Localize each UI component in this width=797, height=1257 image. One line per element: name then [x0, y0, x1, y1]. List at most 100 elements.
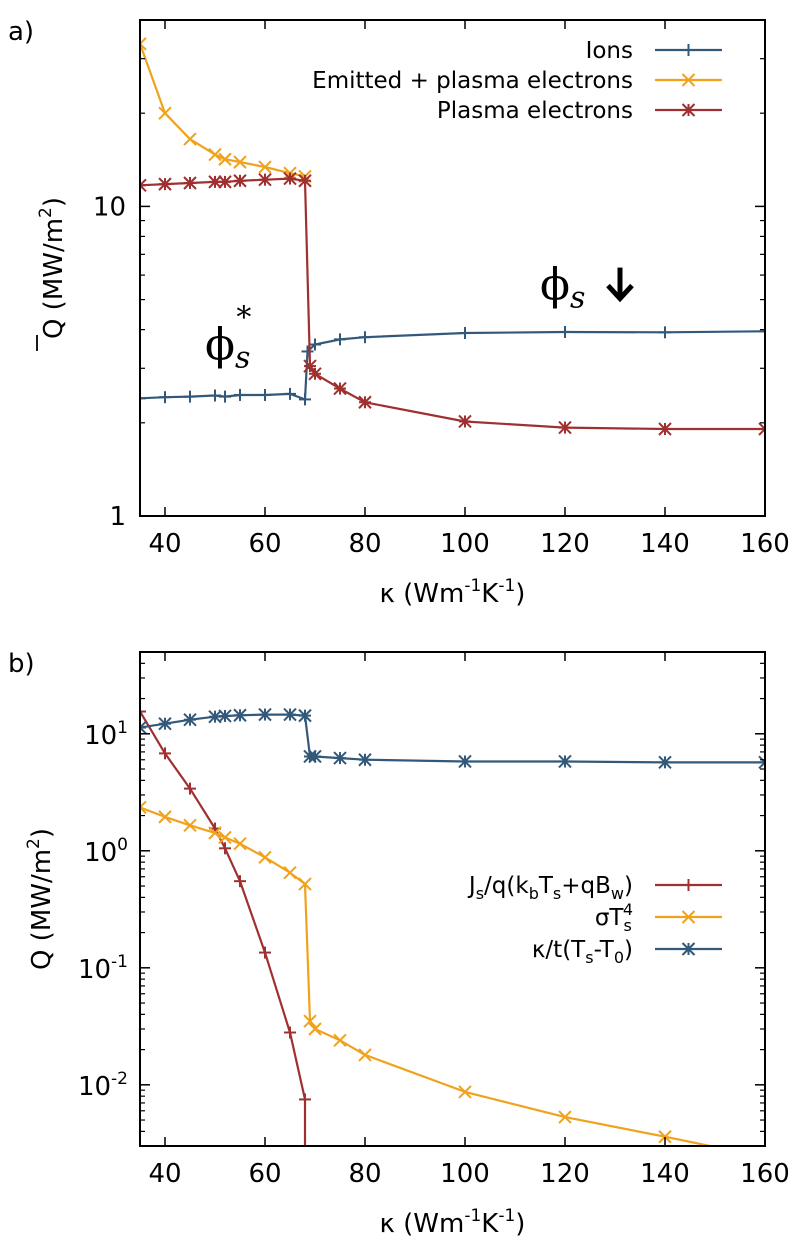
panel-b-axes-frame	[139, 651, 766, 1147]
panel-a-data-point	[658, 422, 672, 436]
panel-b-data-point	[259, 946, 271, 959]
panel-b-x-tick-label: 120	[540, 1159, 590, 1189]
panel-b-legend-marker	[681, 910, 696, 924]
panel-a-label: a)	[8, 17, 34, 47]
panel-b-label: b)	[8, 649, 35, 679]
panel-a-y-tick-label: 1	[109, 502, 126, 532]
panel-a-data-point	[333, 381, 347, 396]
panel-b-x-axis-title: κ (Wm-1K-1)	[380, 1206, 526, 1239]
panel-a-data-point	[208, 147, 222, 162]
panel-b-chart: 40 60 80 100 120 140 160 10-2 10-1 100 101 κ (Wm-1K…	[24, 651, 790, 1239]
panel-a-data-point	[183, 176, 197, 190]
panel-a-chart: 40 60 80 100 120 140 160 1 10 κ (Wm-1K-1) Q (MW/m2…	[36, 19, 790, 609]
panel-a-data-point	[459, 327, 471, 340]
panel-a-x-tick-label: 160	[740, 529, 790, 559]
panel-b-data-point	[208, 826, 222, 840]
panel-a-legend-marker	[681, 103, 696, 117]
panel-b-data-point	[159, 747, 171, 760]
panel-a-data-point	[559, 325, 571, 338]
panel-b-data-point	[218, 830, 232, 845]
panel-b-data-point	[298, 877, 312, 891]
panel-b-legend-label: κ/t(Ts-T0)	[532, 937, 633, 967]
panel-b-data-point	[658, 755, 672, 770]
panel-a-legend-label: Emitted + plasma electrons	[312, 68, 633, 94]
panel-b-legend-item: σTs4	[595, 900, 722, 935]
panel-a-x-tick-label: 80	[348, 529, 381, 559]
panel-a-data-point	[558, 420, 572, 435]
panel-a-legend-label: Plasma electrons	[437, 98, 633, 124]
panel-a-data-point	[158, 106, 172, 120]
panel-b-series-line-1	[140, 806, 716, 1146]
panel-a-data-point	[140, 178, 147, 192]
panel-b-data-point	[233, 836, 247, 851]
panel-b-data-point	[158, 810, 172, 824]
panel-b-plot-area	[140, 705, 765, 1146]
panel-a-legend-marker	[682, 44, 695, 56]
panel-b-data-point	[358, 753, 372, 767]
panel-a-data-point	[233, 155, 247, 169]
panel-a-data-point	[298, 174, 312, 188]
panel-a-y-tick-label: 10	[93, 192, 126, 222]
panel-b-series-line-2	[140, 713, 765, 764]
panel-b-data-point	[558, 1110, 572, 1124]
panel-a-data-point	[258, 172, 272, 187]
panel-b-y-tick-label: 100	[84, 835, 128, 868]
panel-b-x-tick-label: 80	[348, 1159, 381, 1189]
panel-a-data-point	[159, 391, 171, 404]
panel-b-data-point	[758, 755, 765, 770]
panel-a-legend-marker	[681, 73, 696, 87]
panel-a-x-tick-label: 120	[540, 529, 590, 559]
panel-a-x-tick-label: 40	[148, 529, 181, 559]
panel-a-data-point	[234, 388, 246, 401]
panel-b-data-point	[233, 708, 247, 722]
panel-b-data-point	[283, 865, 297, 880]
panel-a-data-point	[359, 331, 371, 344]
panel-b-data-point	[218, 709, 232, 723]
panel-a-data-point	[301, 345, 314, 358]
panel-b-data-point	[219, 842, 231, 855]
panel-b-data-point	[303, 1014, 317, 1028]
panel-b-y-axis-title: Q (MW/m2)	[24, 828, 57, 970]
panel-b-legend-label: σTs4	[595, 900, 633, 935]
panel-a-data-point	[309, 338, 321, 351]
panel-a-legend-item: Plasma electrons	[437, 98, 722, 124]
panel-b-data-point	[333, 751, 347, 765]
panel-b-data-point	[158, 716, 172, 731]
panel-a-data-point	[219, 390, 231, 403]
panel-b-legend-item: κ/t(Ts-T0)	[532, 937, 722, 967]
panel-b-data-point	[298, 708, 312, 723]
panel-a-annotation: ϕs*	[205, 301, 251, 376]
panel-a-annotation: ϕs	[540, 260, 634, 316]
panel-b-data-point	[558, 754, 572, 769]
panel-a-data-point	[308, 367, 322, 381]
panel-a-data-point	[358, 395, 372, 409]
panel-a-x-axis-title: κ (Wm-1K-1)	[380, 576, 526, 609]
panel-b-y-tick-label: 101	[84, 718, 128, 751]
panel-a-x-tick-label: 140	[640, 529, 690, 559]
panel-a-data-point	[759, 325, 765, 338]
panel-b-data-point	[658, 1130, 672, 1144]
panel-b-data-point	[258, 850, 272, 865]
panel-b-data-point	[140, 720, 147, 735]
panel-a-data-point	[284, 387, 296, 400]
panel-a-data-point	[184, 390, 196, 403]
panel-b-data-point	[458, 754, 472, 769]
panel-a-legend-item: Emitted + plasma electrons	[312, 68, 722, 94]
panel-b-data-point	[358, 1048, 372, 1062]
panel-b-data-point	[333, 1033, 347, 1048]
panel-a-data-point	[218, 152, 232, 166]
panel-b-data-point	[283, 707, 297, 722]
panel-a-data-point	[259, 388, 271, 401]
panel-b-data-point	[308, 749, 322, 764]
panel-a-x-tick-label: 60	[248, 529, 281, 559]
panel-a-x-tick-label: 100	[440, 529, 490, 559]
panel-a-data-point	[233, 174, 247, 188]
panel-b-x-tick-label: 140	[640, 1159, 690, 1189]
panel-b-data-point	[299, 1093, 311, 1106]
panel-a-annotation-text: ϕs	[540, 260, 585, 316]
panel-b-data-point	[299, 1140, 311, 1146]
panel-a-legend: Ions Emitted + plasma electrons Plasma ele…	[312, 38, 722, 124]
panel-b-legend-marker	[681, 942, 696, 956]
panel-a-plot-area	[140, 37, 765, 436]
